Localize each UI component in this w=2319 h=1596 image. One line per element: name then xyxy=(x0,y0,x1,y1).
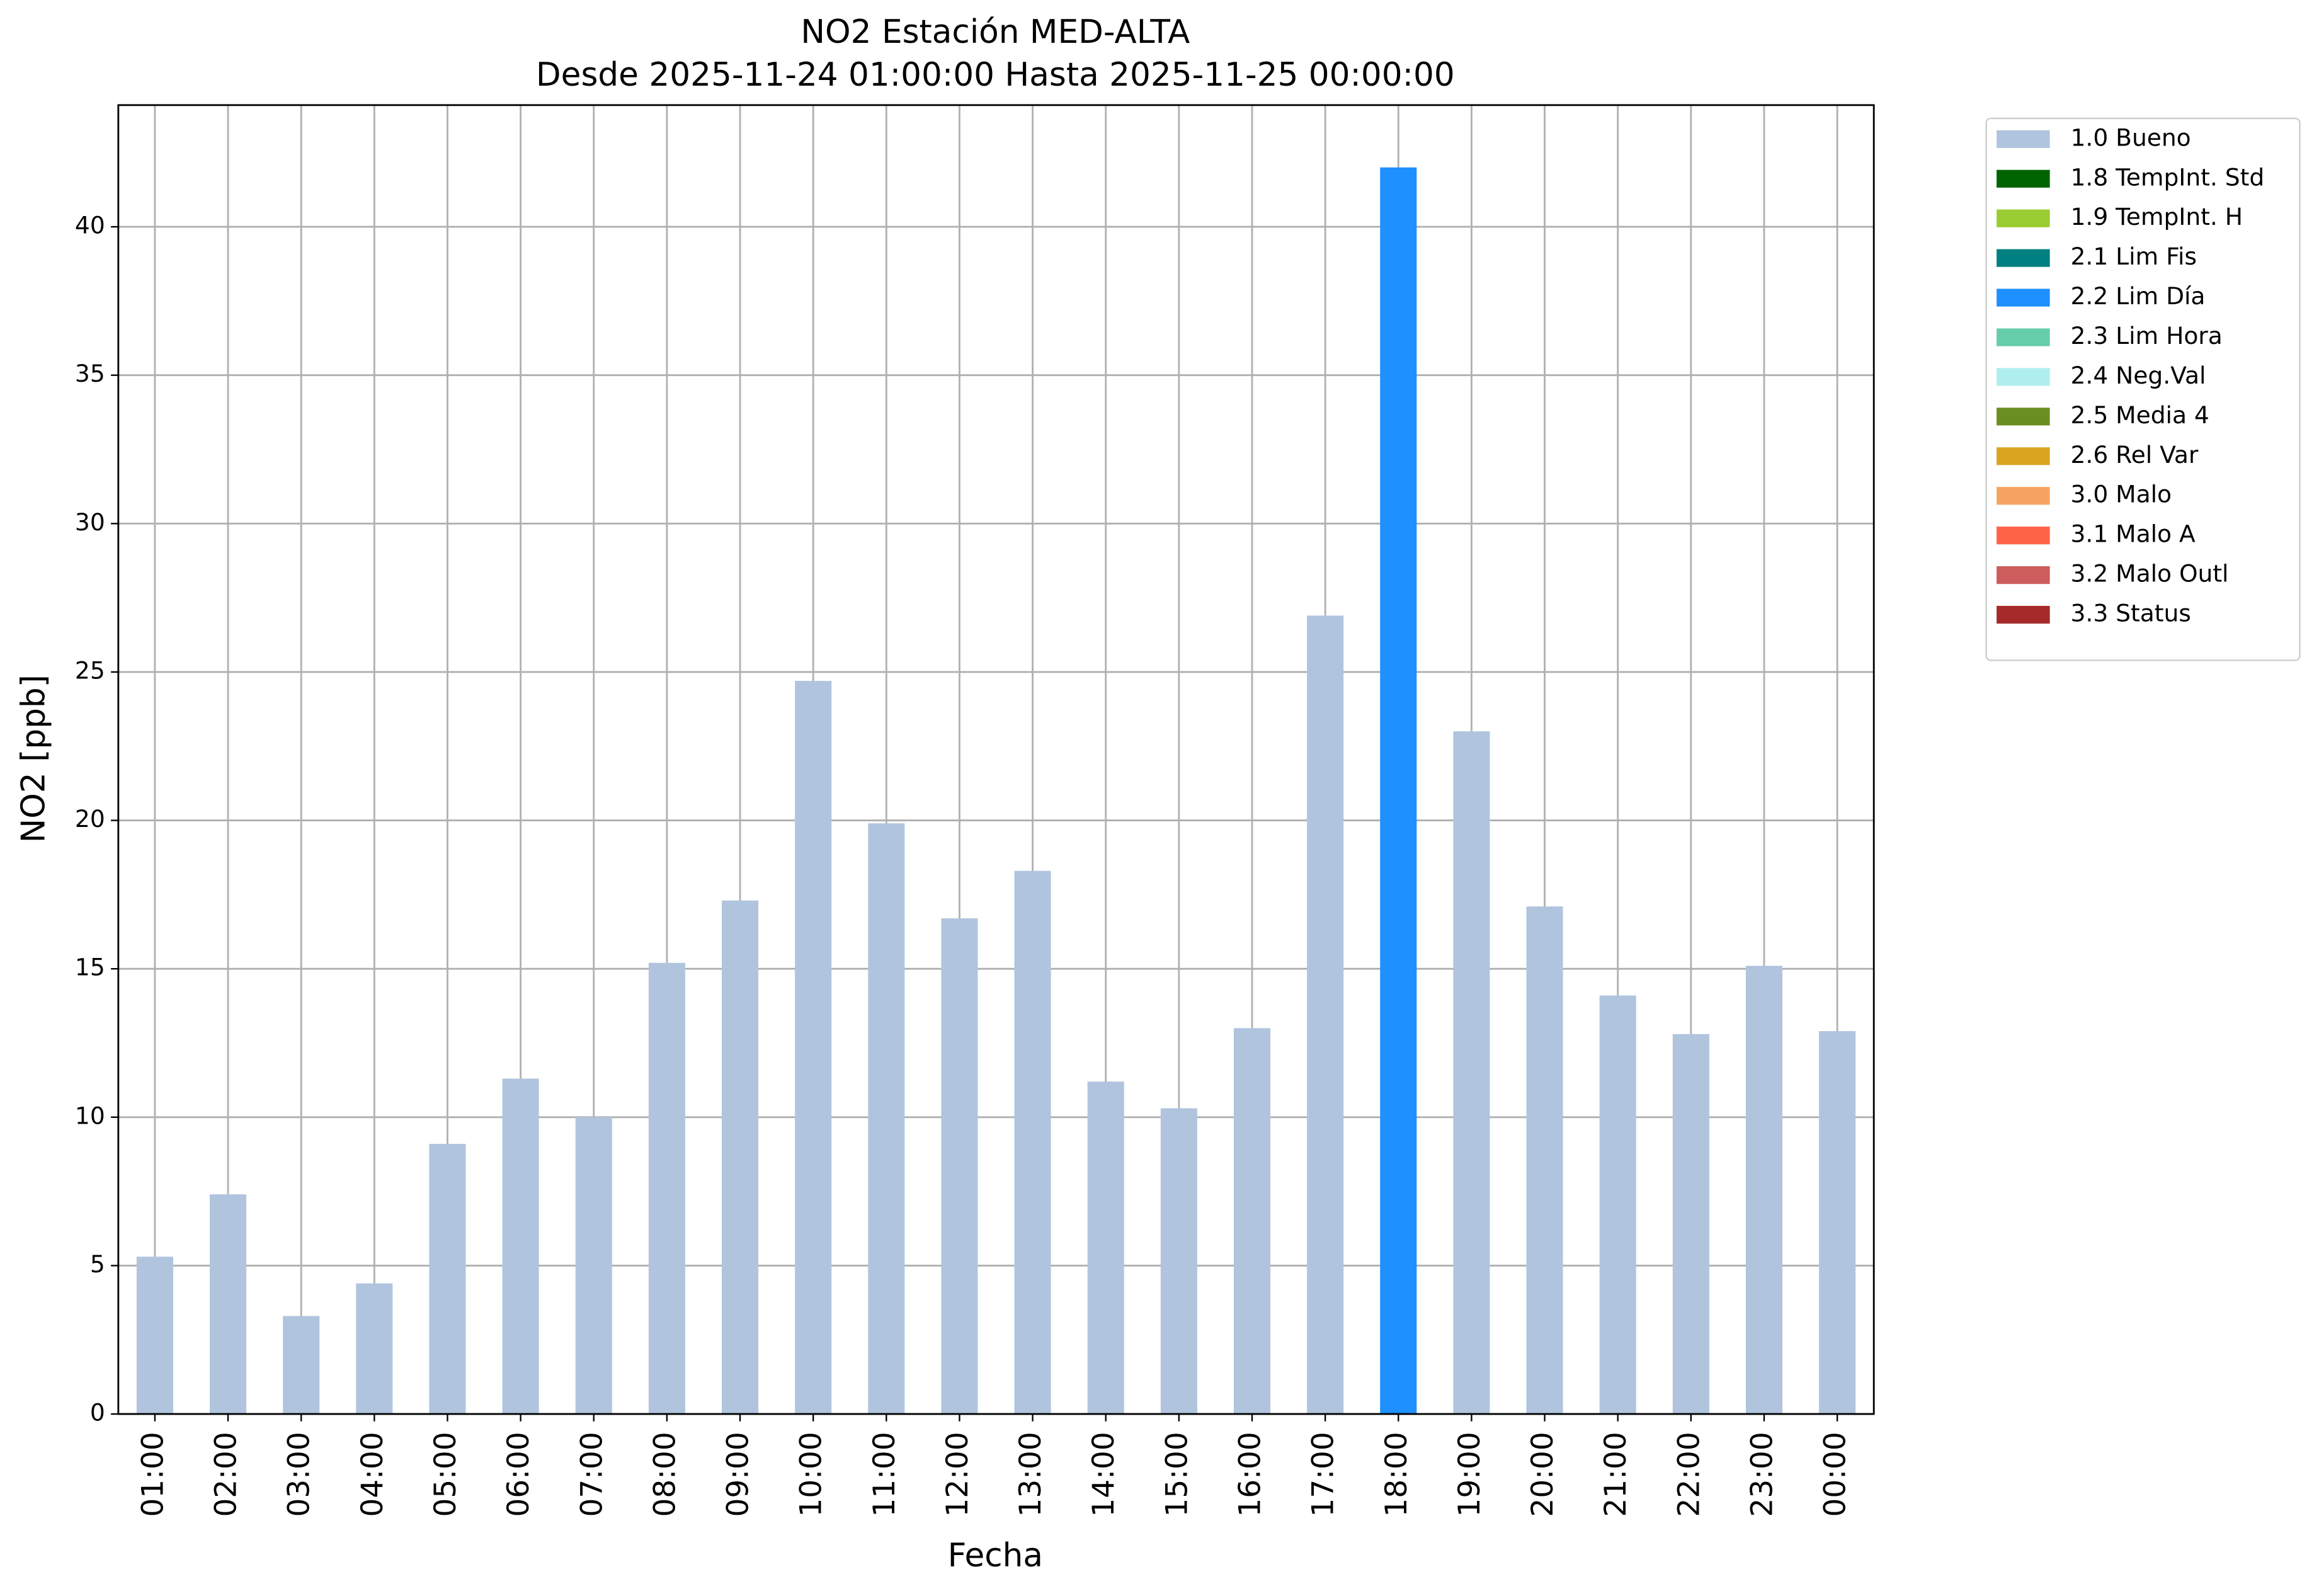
bar-segment xyxy=(283,1316,320,1415)
bar-segment xyxy=(1087,1081,1124,1415)
bar-segment xyxy=(502,1078,539,1415)
bar-segment xyxy=(1233,1028,1271,1415)
x-tick-label: 05:00 xyxy=(428,1432,463,1517)
x-tick-label: 15:00 xyxy=(1160,1432,1194,1517)
bar-segment xyxy=(1014,870,1051,1415)
chart-title: NO2 Estación MED-ALTA xyxy=(801,13,1190,51)
bar-segment xyxy=(648,962,685,1415)
y-tick-label: 15 xyxy=(75,954,105,981)
bar-segment xyxy=(722,900,759,1415)
legend: 1.0 Bueno 1.8 TempInt. Std 1.9 TempInt. H 2… xyxy=(1985,117,2301,661)
x-tick-label: 09:00 xyxy=(721,1432,756,1517)
x-tick-label: 02:00 xyxy=(209,1432,244,1517)
legend-swatch xyxy=(1997,605,2050,624)
legend-label: 1.8 TempInt. Std xyxy=(2071,163,2265,191)
x-tick-label: 01:00 xyxy=(135,1432,170,1517)
bar-segment xyxy=(136,1257,173,1415)
legend-label: 2.4 Neg.Val xyxy=(2071,362,2206,389)
bar-segment xyxy=(210,1194,247,1415)
x-tick-label: 07:00 xyxy=(574,1432,609,1517)
legend-label: 2.3 Lim Hora xyxy=(2071,322,2223,350)
legend-swatch xyxy=(1997,209,2050,227)
legend-swatch xyxy=(1997,368,2050,386)
y-tick-label: 30 xyxy=(75,508,105,536)
chart-subtitle: Desde 2025-11-24 01:00:00 Hasta 2025-11-… xyxy=(536,56,1455,94)
legend-label: 2.2 Lim Día xyxy=(2071,282,2206,310)
bar-segment xyxy=(356,1283,393,1415)
bar-segment xyxy=(1672,1034,1709,1415)
bar-segment xyxy=(868,823,905,1415)
x-tick-label: 04:00 xyxy=(355,1432,390,1517)
x-tick-label: 03:00 xyxy=(282,1432,317,1517)
x-tick-label: 06:00 xyxy=(501,1432,536,1517)
x-tick-label: 20:00 xyxy=(1525,1432,1560,1517)
legend-swatch xyxy=(1997,169,2050,188)
axes: 0 5 10 15 20 25 30 35 40 01:00 02:00 03:00 04:00 05:0… xyxy=(75,104,1875,1517)
legend-label: 3.3 Status xyxy=(2071,600,2191,627)
legend-label: 3.2 Malo Outl xyxy=(2071,560,2229,588)
legend-label: 2.5 Media 4 xyxy=(2071,401,2209,429)
legend-swatch xyxy=(1997,408,2050,426)
y-tick-label: 40 xyxy=(75,212,105,239)
bar-segment xyxy=(1526,906,1563,1415)
legend-swatch xyxy=(1997,566,2050,584)
legend-label: 3.0 Malo xyxy=(2071,481,2172,508)
legend-swatch xyxy=(1997,487,2050,505)
x-axis-label: Fecha xyxy=(948,1537,1043,1575)
legend-swatch xyxy=(1997,249,2050,267)
bar-segment xyxy=(1453,731,1490,1415)
bar-segment xyxy=(429,1144,466,1415)
bar-segment xyxy=(575,1117,612,1415)
legend-swatch xyxy=(1997,328,2050,346)
y-tick-label: 5 xyxy=(90,1250,105,1278)
x-tick-label: 00:00 xyxy=(1818,1432,1853,1517)
y-tick-label: 0 xyxy=(90,1399,105,1427)
y-tick-label: 35 xyxy=(75,360,105,387)
x-tick-label: 11:00 xyxy=(867,1432,902,1517)
legend-label: 2.1 Lim Fis xyxy=(2071,242,2197,270)
x-tick-label: 19:00 xyxy=(1452,1432,1487,1517)
bar-segment xyxy=(1819,1031,1856,1415)
legend-swatch xyxy=(1997,288,2050,307)
bar-segment xyxy=(1160,1108,1197,1415)
x-tick-label: 17:00 xyxy=(1306,1432,1341,1517)
bar-segment xyxy=(1380,167,1417,1415)
x-tick-label: 13:00 xyxy=(1013,1432,1048,1517)
legend-label: 1.9 TempInt. H xyxy=(2071,203,2243,231)
bar-segment xyxy=(1599,995,1636,1415)
bars xyxy=(136,167,1856,1415)
x-tick-label: 23:00 xyxy=(1745,1432,1779,1517)
legend-swatch xyxy=(1997,130,2050,148)
bar-segment xyxy=(1745,966,1783,1415)
y-tick-label: 10 xyxy=(75,1102,105,1129)
legend-label: 3.1 Malo A xyxy=(2071,520,2196,548)
y-axis-label: NO2 [ppb] xyxy=(14,675,52,843)
legend-swatch xyxy=(1997,447,2050,465)
bar-segment xyxy=(795,681,832,1415)
x-tick-label: 10:00 xyxy=(794,1432,829,1517)
x-tick-label: 22:00 xyxy=(1672,1432,1706,1517)
x-tick-label: 16:00 xyxy=(1233,1432,1268,1517)
y-tick-label: 20 xyxy=(75,805,105,833)
y-tick-label: 25 xyxy=(75,656,105,684)
x-tick-label: 18:00 xyxy=(1379,1432,1414,1517)
legend-swatch xyxy=(1997,527,2050,545)
bar-segment xyxy=(1307,615,1344,1415)
x-tick-label: 12:00 xyxy=(940,1432,975,1517)
legend-label: 1.0 Bueno xyxy=(2071,123,2191,151)
plot-frame xyxy=(117,104,1875,1415)
x-tick-label: 21:00 xyxy=(1598,1432,1633,1517)
x-tick-label: 08:00 xyxy=(647,1432,682,1517)
x-tick-label: 14:00 xyxy=(1086,1432,1121,1517)
legend-box xyxy=(1985,117,2301,661)
legend-label: 2.6 Rel Var xyxy=(2071,441,2199,469)
bar-segment xyxy=(941,918,978,1415)
